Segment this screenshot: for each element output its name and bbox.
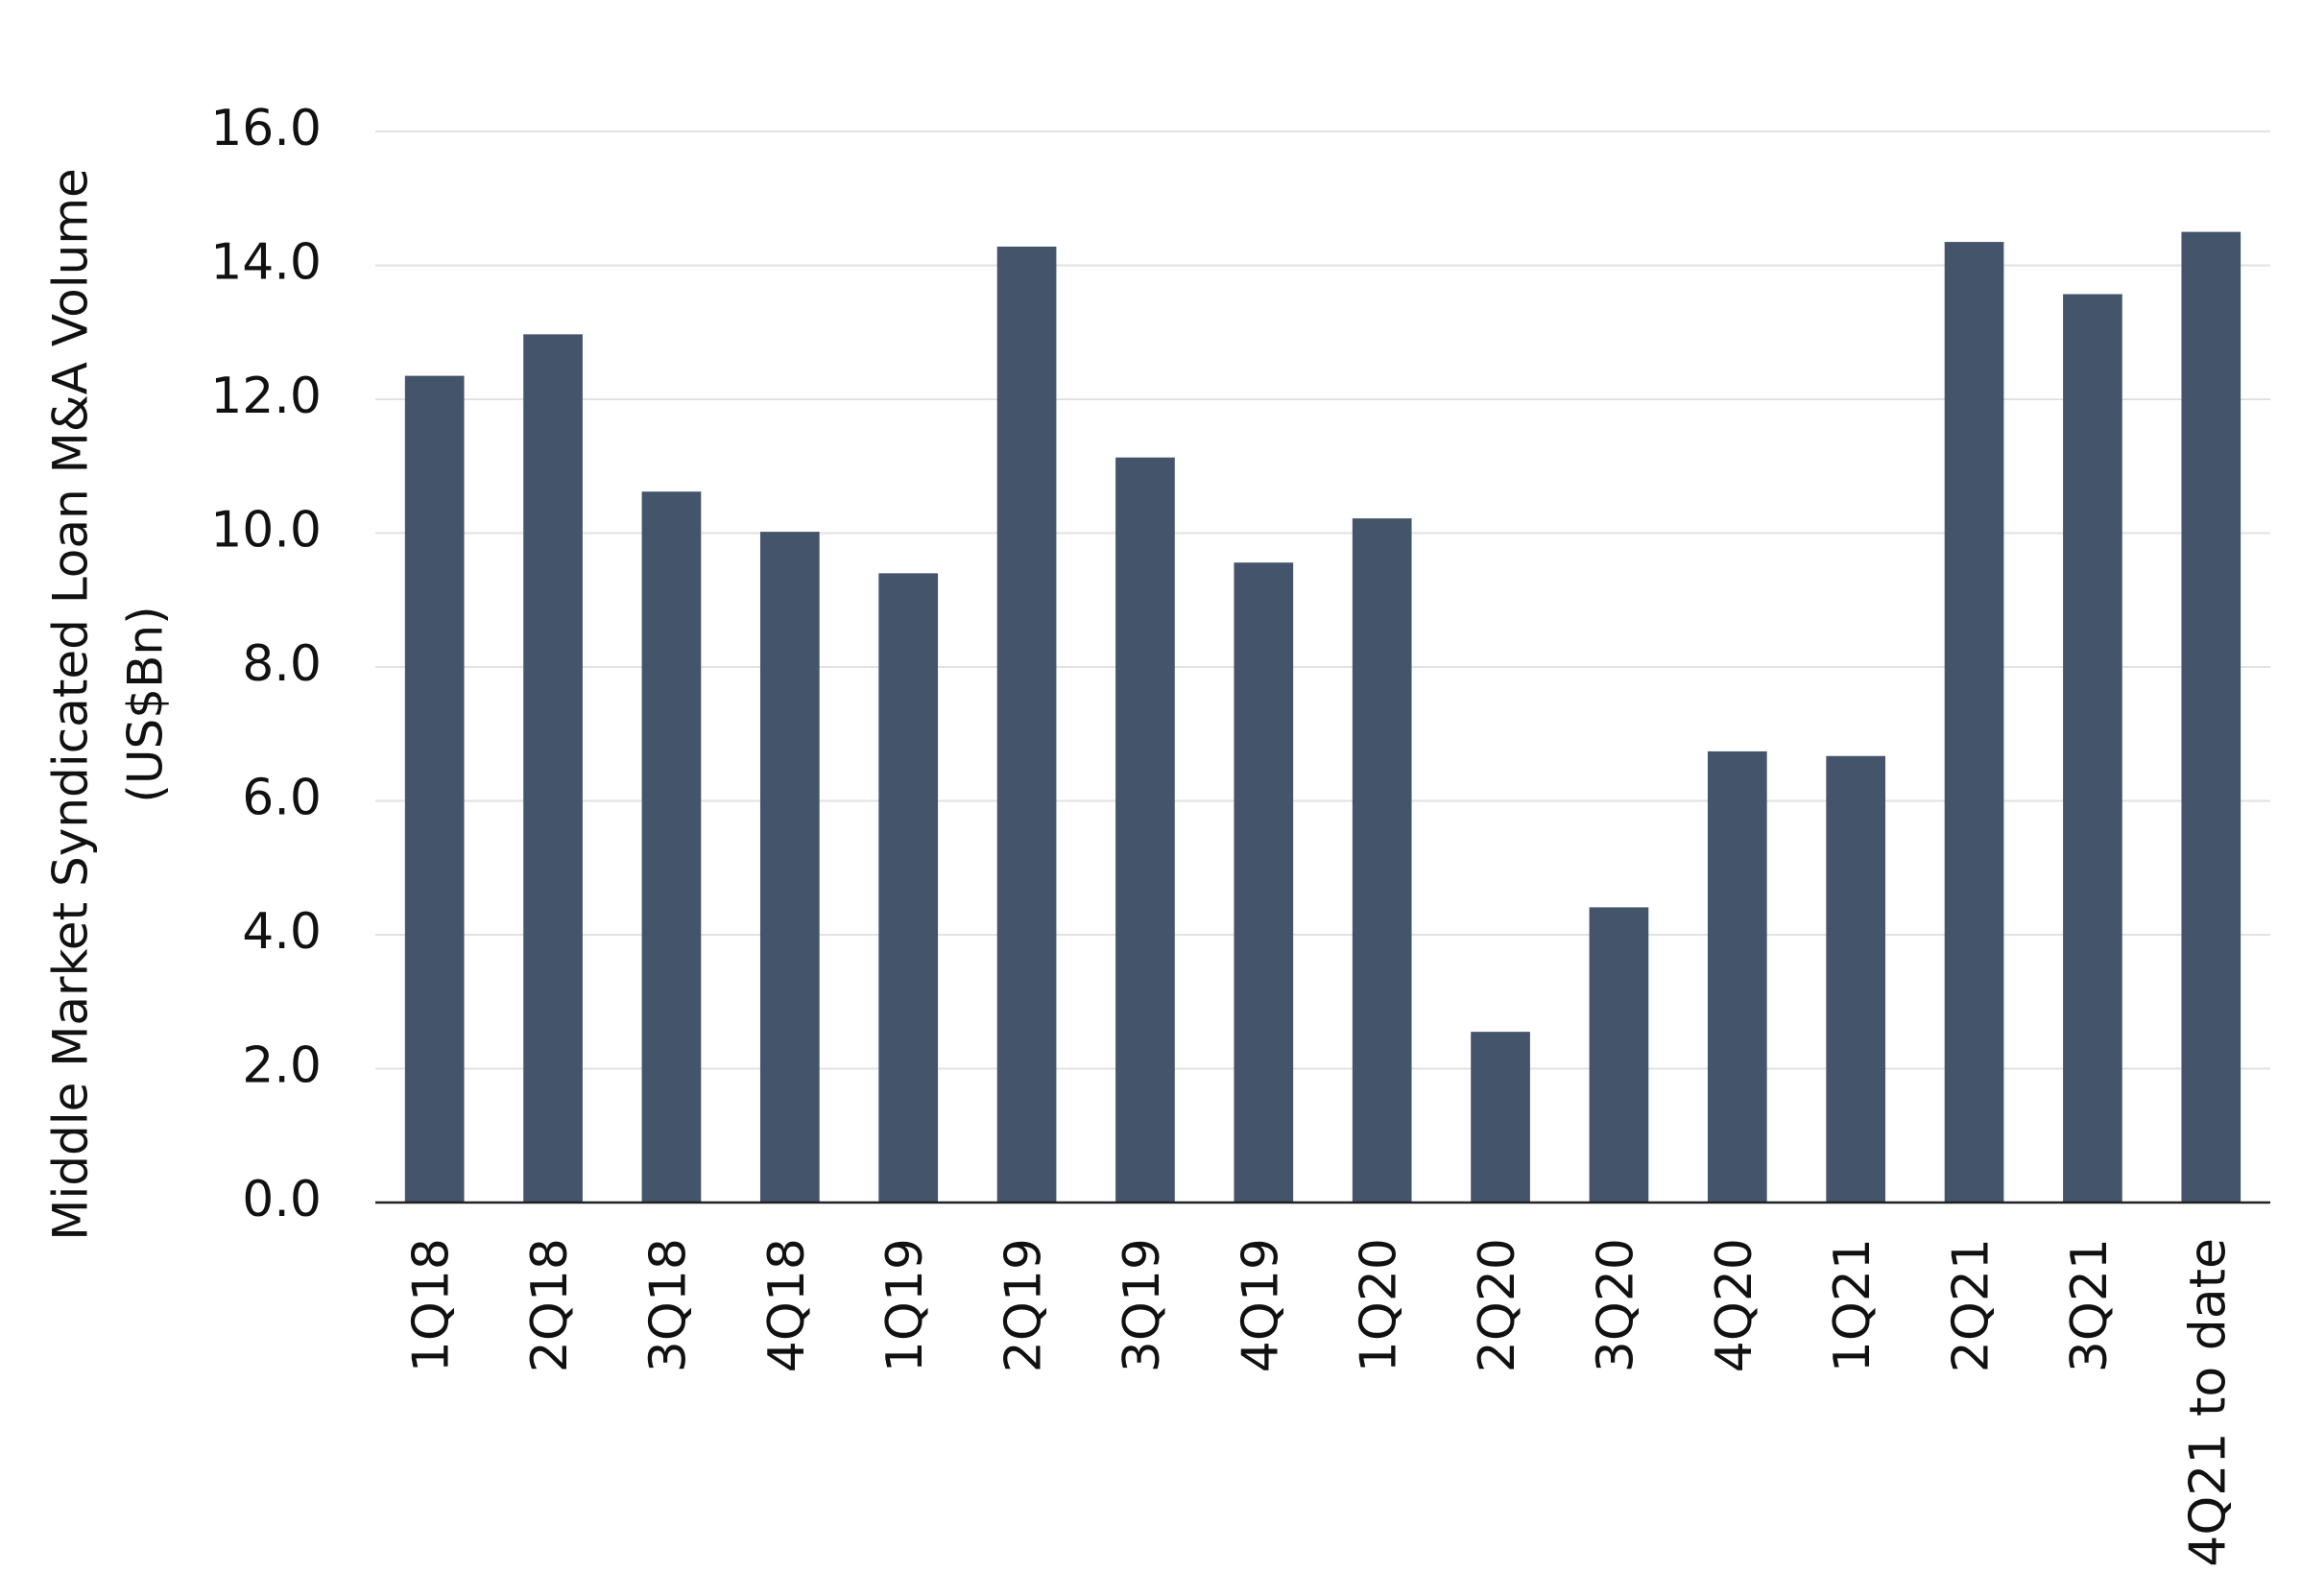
y-tick-label: 14.0 [210,234,322,292]
bar [404,375,465,1203]
x-tick-label: 2Q21 [1943,1238,2001,1372]
bar [1352,518,1412,1203]
x-tick-label: 2Q19 [995,1238,1053,1372]
bar [2063,294,2122,1203]
y-tick-label: 6.0 [242,770,322,827]
bar [1707,750,1767,1203]
x-tick-label: 2Q18 [521,1238,579,1372]
y-axis-title-line: Middle Market Syndicated Loan M&A Volume [43,168,99,1241]
bar [1471,1032,1530,1203]
bar [1826,755,1886,1203]
y-tick-label: 2.0 [242,1037,322,1095]
bar [1234,562,1294,1203]
y-tick-label: 0.0 [242,1171,322,1228]
y-tick-label: 10.0 [210,502,322,560]
y-tick-label: 8.0 [242,635,322,693]
y-tick-label: 4.0 [242,903,322,961]
x-tick-label: 3Q21 [2061,1238,2119,1372]
bar [2181,231,2241,1203]
bar [878,573,939,1203]
x-tick-label: 1Q20 [1351,1238,1408,1372]
y-tick-label: 16.0 [210,100,322,157]
bar [759,532,820,1203]
y-axis-title-line: (US$Bn) [118,606,174,802]
x-tick-label: 2Q20 [1469,1238,1526,1372]
x-tick-label: 1Q19 [876,1238,934,1372]
x-tick-label: 1Q21 [1824,1238,1882,1372]
bar [1944,242,2004,1203]
y-axis-title: Middle Market Syndicated Loan M&A Volume… [43,168,174,1241]
x-tick-label: 4Q18 [758,1238,816,1372]
bar [641,491,702,1203]
x-tick-label: 3Q18 [639,1238,697,1372]
x-tick-label: 4Q20 [1706,1238,1763,1372]
bar [1115,457,1175,1203]
x-tick-label: 4Q19 [1232,1238,1289,1372]
x-tick-label: 3Q20 [1587,1238,1644,1372]
bar [1589,907,1649,1203]
x-tick-label: 1Q18 [403,1238,461,1372]
bar [523,334,583,1203]
x-tick-label: 3Q19 [1114,1238,1171,1372]
y-tick-label: 12.0 [210,368,322,425]
x-tick-label: 4Q21 to date [2179,1238,2237,1567]
bar [996,246,1057,1203]
